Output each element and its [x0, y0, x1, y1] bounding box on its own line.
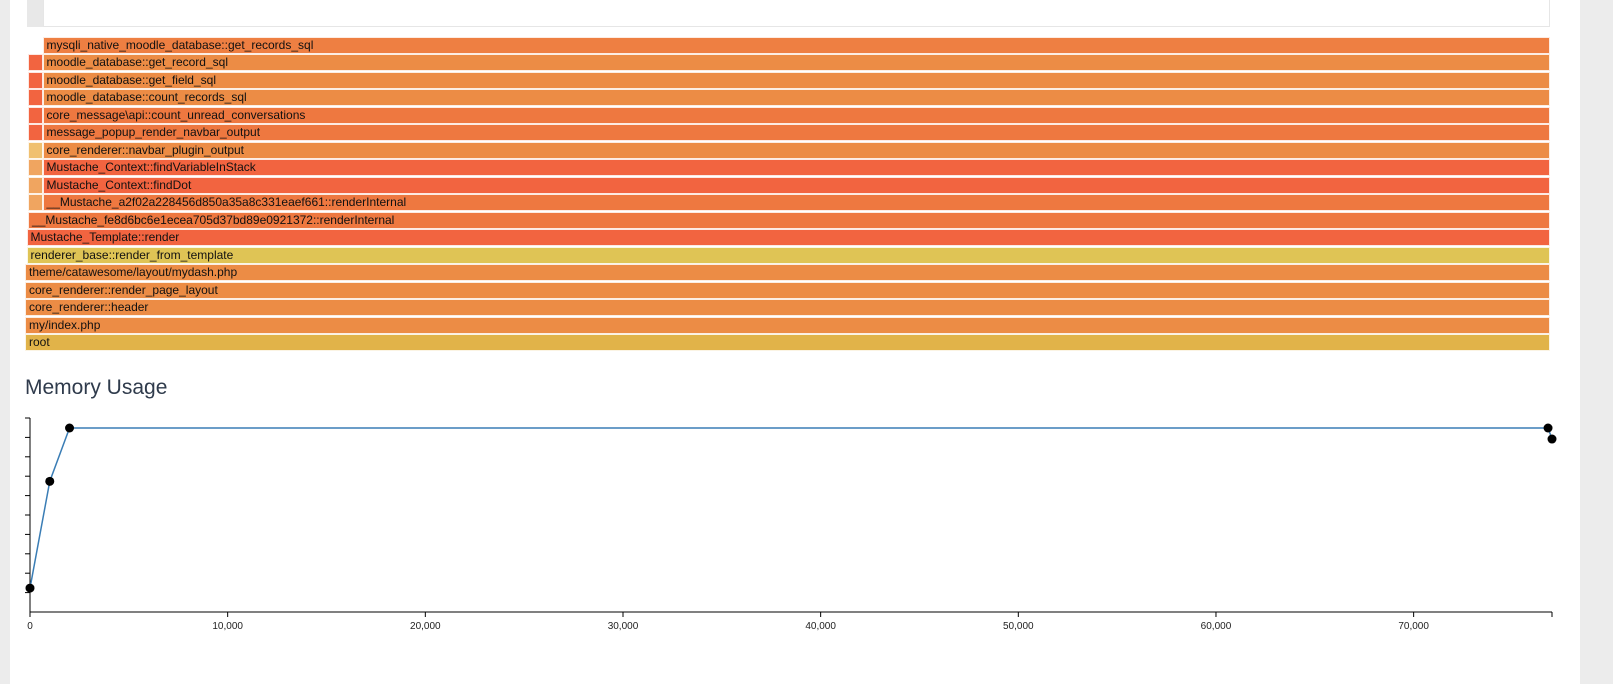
- flame-frame[interactable]: __Mustache_fe8d6bc6e1ecea705d37bd89e0921…: [28, 211, 1550, 229]
- x-axis-tick-label: 20,000: [410, 621, 441, 632]
- flame-frame[interactable]: Mustache_Context::findVariableInStack: [42, 159, 1550, 176]
- flame-frame[interactable]: moodle_database::get_field_sql: [42, 71, 1550, 89]
- memory-series-line: [29, 427, 1553, 589]
- memory-usage-chart: 0 10,000 20,000 30,000 40,000 50,000 60,000 70,…: [25, 417, 1557, 632]
- flame-frame-sliver[interactable]: [28, 176, 43, 194]
- flame-frame-sliver[interactable]: [28, 141, 43, 159]
- flame-frame[interactable]: core_renderer::render_page_layout: [25, 281, 1550, 299]
- flame-frame[interactable]: message_popup_render_navbar_output: [42, 124, 1550, 141]
- memory-data-point: [1543, 423, 1553, 433]
- flame-frame[interactable]: my/index.php: [25, 316, 1550, 334]
- flame-frame-sliver[interactable]: [28, 106, 43, 124]
- flamegraph-top-box: [43, 0, 1550, 27]
- flame-frame[interactable]: renderer_base::render_from_template: [26, 246, 1550, 264]
- memory-usage-title: Memory Usage: [25, 376, 168, 399]
- x-axis-tick-label: 50,000: [1003, 621, 1034, 632]
- flamegraph-top-strip: [27, 0, 43, 27]
- flame-frame[interactable]: Mustache_Template::render: [26, 229, 1550, 246]
- memory-data-point: [25, 583, 35, 593]
- flame-frame-sliver[interactable]: [28, 54, 43, 71]
- flamegraph: root my/index.php core_renderer::header cor…: [25, 0, 1550, 352]
- flame-frame-sliver[interactable]: [28, 159, 43, 176]
- flame-frame[interactable]: moodle_database::count_records_sql: [42, 89, 1550, 106]
- flame-frame[interactable]: core_renderer::navbar_plugin_output: [42, 141, 1550, 159]
- flame-frame[interactable]: core_message\api::count_unread_conversat…: [42, 106, 1550, 124]
- flame-frame[interactable]: __Mustache_a2f02a228456d850a35a8c331eaef…: [42, 194, 1550, 211]
- x-axis-tick-label: 30,000: [608, 621, 639, 632]
- x-axis-tick-label: 70,000: [1398, 621, 1429, 632]
- memory-data-point: [45, 476, 55, 486]
- x-axis-tick-label: 40,000: [805, 621, 836, 632]
- x-axis-tick-label: 10,000: [212, 621, 243, 632]
- flame-frame-sliver[interactable]: [28, 71, 43, 89]
- flame-frame[interactable]: root: [25, 334, 1550, 351]
- memory-data-point: [65, 423, 75, 433]
- flame-frame-sliver[interactable]: [28, 194, 43, 211]
- flame-frame-sliver[interactable]: [28, 89, 43, 106]
- flame-frame[interactable]: mysqli_native_moodle_database::get_recor…: [42, 36, 1550, 54]
- flame-frame[interactable]: core_renderer::header: [25, 299, 1550, 316]
- flame-frame[interactable]: theme/catawesome/layout/mydash.php: [25, 264, 1550, 281]
- flame-frame[interactable]: Mustache_Context::findDot: [42, 176, 1550, 194]
- flame-frame-sliver[interactable]: [28, 124, 43, 141]
- x-axis-tick-label: 0: [27, 621, 33, 632]
- flame-frame[interactable]: moodle_database::get_record_sql: [42, 54, 1550, 71]
- memory-data-point: [1547, 434, 1557, 444]
- x-axis-tick-label: 60,000: [1201, 621, 1232, 632]
